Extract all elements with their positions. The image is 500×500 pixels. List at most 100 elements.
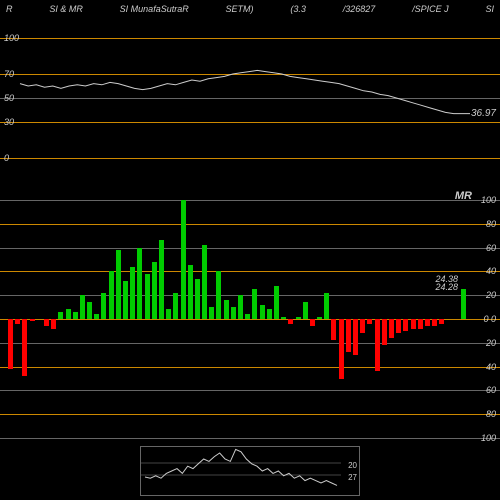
grid-line	[0, 414, 500, 415]
bar	[231, 307, 236, 319]
bar	[367, 319, 372, 324]
bar	[116, 250, 121, 319]
bar	[324, 293, 329, 319]
bar	[188, 265, 193, 319]
bar	[346, 319, 351, 352]
bar	[411, 319, 416, 329]
bar	[310, 319, 315, 326]
mini-line-chart: 20 27	[140, 446, 360, 496]
bar	[181, 200, 186, 319]
grid-line	[0, 158, 500, 159]
axis-label: 20	[486, 290, 496, 300]
bar	[15, 319, 20, 324]
bar	[109, 271, 114, 319]
bar	[267, 309, 272, 319]
bar	[425, 319, 430, 326]
header-item: SETM)	[226, 4, 254, 14]
chart-header: R SI & MR SI MunafaSutraR SETM) (3.3 /32…	[0, 0, 500, 18]
header-item: /326827	[343, 4, 376, 14]
bar	[461, 289, 466, 319]
grid-line	[0, 224, 500, 225]
axis-label: 0 0	[483, 314, 496, 324]
bar	[353, 319, 358, 355]
bar	[224, 300, 229, 319]
lower-bar-chart: 100806040200 020406080100 MR 24.28 24.38	[0, 200, 500, 438]
bar	[252, 289, 257, 319]
mini-label-2: 27	[348, 473, 357, 482]
axis-label: 100	[481, 195, 496, 205]
bar	[360, 319, 365, 333]
upper-line-chart: 1007050300 36.97	[0, 38, 500, 158]
grid-line	[0, 295, 500, 296]
axis-label: 60	[486, 385, 496, 395]
bar	[403, 319, 408, 331]
axis-label: 60	[486, 243, 496, 253]
grid-line	[0, 390, 500, 391]
bar	[123, 281, 128, 319]
bar	[260, 305, 265, 319]
bar	[209, 307, 214, 319]
axis-label: 100	[481, 433, 496, 443]
bar	[159, 240, 164, 319]
bar	[130, 267, 135, 319]
current-value-label: 36.97	[471, 108, 496, 119]
bar	[87, 302, 92, 319]
bar	[375, 319, 380, 371]
bar	[274, 286, 279, 319]
bar	[216, 271, 221, 319]
axis-label: 40	[486, 266, 496, 276]
bar	[73, 312, 78, 319]
bar	[195, 279, 200, 319]
bar	[101, 293, 106, 319]
header-item: SI	[485, 4, 494, 14]
mini-label-1: 20	[348, 461, 357, 470]
bar	[202, 245, 207, 319]
bar	[22, 319, 27, 376]
value-label-2: 24.38	[435, 274, 458, 284]
grid-line	[0, 248, 500, 249]
bar	[30, 319, 35, 321]
bar	[389, 319, 394, 338]
bar	[238, 295, 243, 319]
bar	[288, 319, 293, 324]
header-item: (3.3	[290, 4, 306, 14]
header-item: SI MunafaSutraR	[120, 4, 189, 14]
bar	[331, 319, 336, 340]
header-item: /SPICE J	[412, 4, 449, 14]
bar	[66, 309, 71, 319]
bar	[303, 302, 308, 319]
bar	[245, 314, 250, 319]
axis-label: 20	[486, 338, 496, 348]
axis-label: 80	[486, 219, 496, 229]
bar	[439, 319, 444, 324]
bar	[44, 319, 49, 326]
bar	[166, 309, 171, 319]
bar	[296, 317, 301, 319]
bar	[51, 319, 56, 329]
bar	[80, 295, 85, 319]
bar	[94, 314, 99, 319]
bar	[432, 319, 437, 326]
axis-label: 80	[486, 409, 496, 419]
bar	[317, 317, 322, 319]
header-item: R	[6, 4, 13, 14]
mr-label: MR	[455, 190, 472, 202]
bar	[339, 319, 344, 379]
header-item: SI & MR	[49, 4, 83, 14]
grid-line	[0, 438, 500, 439]
grid-line	[0, 271, 500, 272]
bar	[173, 293, 178, 319]
bar	[396, 319, 401, 333]
bar	[58, 312, 63, 319]
bar	[281, 317, 286, 319]
bar	[137, 248, 142, 319]
bar	[8, 319, 13, 369]
bar	[418, 319, 423, 329]
bar	[382, 319, 387, 345]
bar	[152, 262, 157, 319]
axis-label: 40	[486, 362, 496, 372]
bar	[145, 274, 150, 319]
grid-line	[0, 343, 500, 344]
grid-line	[0, 200, 500, 201]
grid-line	[0, 367, 500, 368]
